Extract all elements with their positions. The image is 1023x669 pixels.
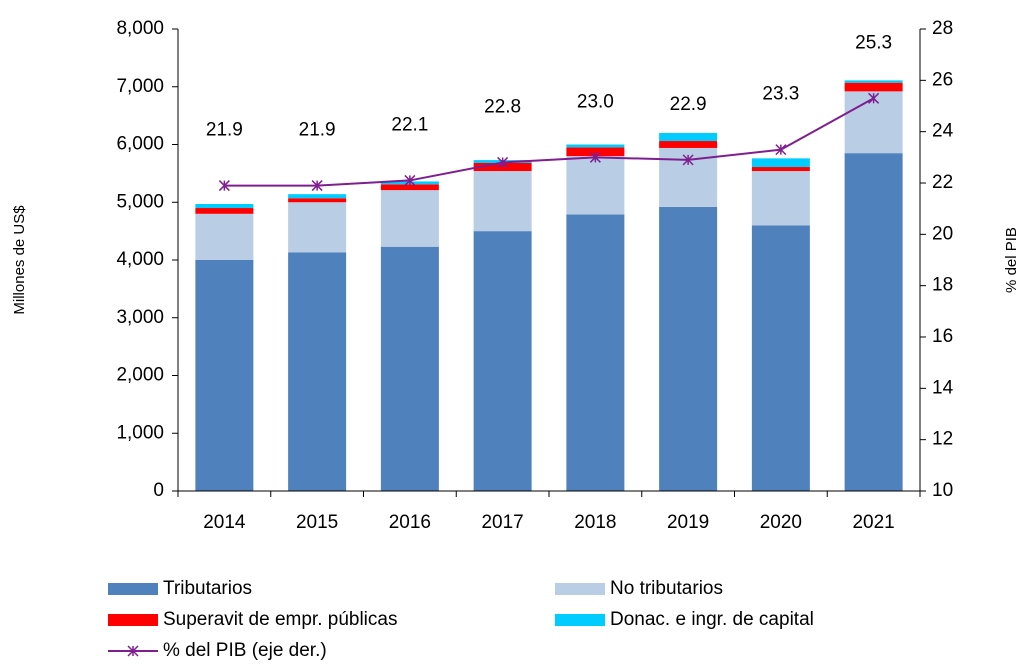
line-marker — [682, 154, 694, 166]
data-label: 22.9 — [670, 94, 707, 115]
y-tick-label: 7,000 — [116, 76, 164, 97]
bar-segment — [844, 82, 903, 92]
x-tick-label: 2020 — [760, 512, 802, 533]
y2-tick-label: 28 — [932, 18, 953, 39]
legend-label: Tributarios — [163, 578, 252, 599]
legend-swatch — [555, 583, 605, 595]
data-label: 25.3 — [855, 32, 892, 53]
bar-segment — [844, 153, 903, 491]
data-label: 23.0 — [577, 91, 614, 112]
line — [224, 97, 875, 187]
y2-axis-title: % del PIB — [1003, 227, 1020, 293]
y2-tick-label: 10 — [932, 480, 953, 501]
y2-tick-label: 26 — [932, 69, 953, 90]
y-tick-label: 3,000 — [116, 307, 164, 328]
data-label: 21.9 — [206, 120, 243, 141]
y-tick-label: 4,000 — [116, 249, 164, 270]
bar-segment — [566, 214, 625, 491]
bar-segment — [380, 246, 439, 491]
bar-segment — [751, 167, 810, 172]
bar-segment — [288, 252, 347, 491]
y-tick-label: 6,000 — [116, 134, 164, 155]
y2-tick-label: 16 — [932, 326, 953, 347]
legend-label: No tributarios — [610, 578, 723, 599]
y2-tick-label: 20 — [932, 223, 953, 244]
y2-tick-label: 22 — [932, 172, 953, 193]
y-tick-label: 1,000 — [116, 422, 164, 443]
y2-tick-label: 18 — [932, 275, 953, 296]
bar-segment — [195, 203, 254, 209]
bar-segment — [288, 198, 347, 203]
y2-tick-label: 14 — [932, 377, 954, 398]
legend-marker — [127, 645, 139, 657]
legend-label: % del PIB (eje der.) — [163, 640, 327, 661]
bar-segment — [659, 132, 718, 142]
bar-segment — [566, 156, 625, 215]
y-tick-label: 8,000 — [116, 18, 164, 39]
x-tick-label: 2016 — [389, 512, 431, 533]
bar-segment — [288, 194, 347, 199]
data-label: 22.1 — [391, 114, 428, 135]
line-marker — [404, 174, 416, 186]
bar-segment — [751, 225, 810, 491]
bar-segment — [751, 158, 810, 168]
bar-segment — [566, 147, 625, 157]
y-tick-label: 0 — [153, 480, 164, 501]
bar-segment — [195, 260, 254, 491]
x-tick-label: 2019 — [667, 512, 709, 533]
bar-segment — [659, 141, 718, 148]
line-marker — [589, 151, 601, 163]
line-marker — [218, 180, 230, 192]
data-label: 22.8 — [484, 96, 521, 117]
bar-segment — [195, 208, 254, 214]
bar-segment — [566, 144, 625, 148]
y-tick-label: 2,000 — [116, 365, 164, 386]
bar-segment — [380, 184, 439, 191]
legend-label: Donac. e ingr. de capital — [610, 609, 814, 630]
x-tick-label: 2014 — [203, 512, 246, 533]
line-marker — [775, 144, 787, 156]
data-label: 21.9 — [299, 120, 336, 141]
y-tick-label: 5,000 — [116, 191, 164, 212]
legend-swatch — [108, 614, 158, 626]
bar-segment — [473, 171, 532, 232]
bar-segment — [473, 231, 532, 491]
y2-tick-label: 12 — [932, 429, 953, 450]
bar-segment — [380, 190, 439, 247]
bar-segment — [751, 171, 810, 226]
x-tick-label: 2017 — [481, 512, 523, 533]
x-tick-label: 2018 — [574, 512, 616, 533]
line-marker — [868, 92, 880, 104]
x-tick-label: 2021 — [852, 512, 894, 533]
bar-segment — [844, 80, 903, 83]
line-marker — [311, 180, 323, 192]
legend-swatch — [108, 583, 158, 595]
y-axis-title: Millones de US$ — [11, 205, 28, 315]
line-marker — [497, 156, 509, 168]
legend-label: Superavit de empr. públicas — [163, 609, 397, 630]
legend-swatch — [555, 614, 605, 626]
data-label: 23.3 — [762, 84, 799, 105]
bar-segment — [195, 213, 254, 260]
y2-tick-label: 24 — [932, 121, 954, 142]
bar-segment — [659, 206, 718, 491]
bar-segment — [288, 202, 347, 253]
x-tick-label: 2015 — [296, 512, 338, 533]
